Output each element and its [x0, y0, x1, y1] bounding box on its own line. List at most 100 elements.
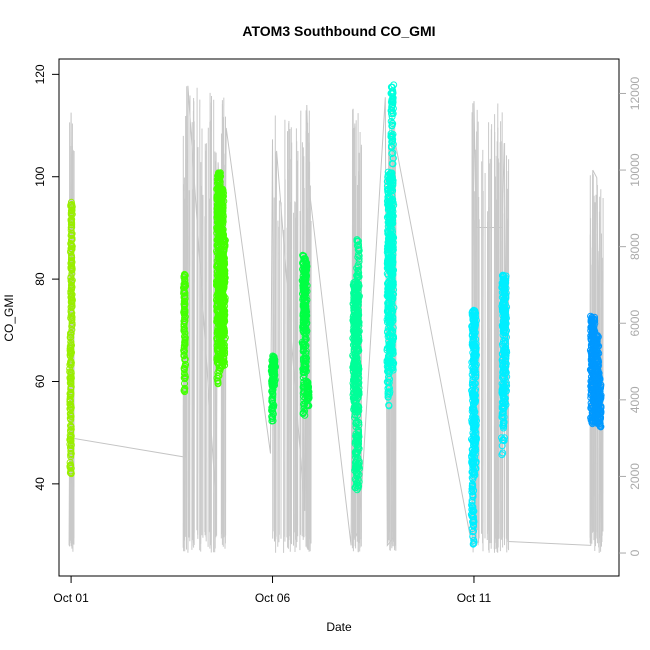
data-point: [220, 325, 228, 333]
data-point: [388, 318, 396, 325]
data-point: [301, 407, 309, 415]
data-point: [595, 349, 603, 357]
data-point: [354, 298, 362, 306]
data-point: [384, 391, 392, 399]
data-point: [471, 440, 479, 448]
data-point: [498, 451, 506, 459]
data-point: [67, 423, 75, 430]
data-point: [220, 238, 228, 246]
data-point: [589, 319, 597, 326]
data-point: [355, 336, 363, 344]
data-point: [302, 330, 310, 338]
data-point: [469, 533, 477, 540]
series-group: [180, 169, 229, 396]
data-point: [67, 216, 75, 224]
data-point: [353, 318, 361, 326]
data-point: [472, 464, 479, 472]
data-point: [181, 301, 189, 309]
data-point: [388, 160, 396, 167]
data-point: [219, 185, 227, 193]
data-point: [388, 297, 396, 305]
data-point: [388, 205, 396, 213]
data-point: [389, 239, 397, 247]
right-tick-label: 0: [628, 549, 642, 556]
data-point: [68, 309, 75, 317]
data-point: [301, 320, 309, 328]
y-tick-label: 40: [33, 477, 47, 491]
data-point: [66, 436, 74, 444]
data-point: [180, 344, 188, 352]
data-point: [180, 352, 188, 360]
data-point: [219, 287, 227, 295]
data-point: [471, 307, 479, 315]
data-point: [355, 445, 363, 453]
data-point: [593, 333, 601, 341]
data-point: [67, 413, 75, 420]
data-point: [221, 350, 229, 358]
data-point: [67, 384, 75, 391]
data-point: [388, 172, 396, 180]
data-point: [384, 384, 392, 392]
data-point: [220, 311, 228, 319]
data-point: [67, 415, 75, 423]
data-point: [270, 361, 278, 369]
data-point: [67, 450, 75, 458]
series-group: [349, 236, 363, 494]
data-point: [387, 170, 395, 178]
data-point: [389, 179, 397, 187]
data-point: [181, 341, 189, 348]
data-point: [67, 306, 75, 314]
data-point: [269, 413, 277, 421]
data-point: [355, 403, 363, 411]
data-point: [354, 291, 362, 299]
data-point: [180, 348, 188, 356]
data-point: [389, 94, 397, 102]
data-point: [219, 220, 227, 228]
data-point: [66, 462, 74, 470]
data-point: [181, 272, 189, 279]
data-point: [471, 418, 479, 426]
data-point: [221, 278, 229, 286]
data-point: [221, 268, 228, 275]
data-point: [67, 277, 75, 285]
data-point: [305, 402, 313, 410]
right-tick-label: 6000: [628, 310, 642, 337]
x-tick-label: Oct 06: [255, 591, 291, 605]
data-point: [501, 399, 509, 407]
data-point: [219, 192, 227, 200]
data-point: [502, 360, 510, 368]
data-point: [498, 434, 506, 442]
y-tick-label: 120: [33, 64, 47, 84]
data-point: [355, 419, 363, 426]
data-point: [502, 293, 510, 301]
data-point: [180, 342, 188, 350]
data-point: [593, 354, 601, 362]
data-point: [181, 281, 189, 289]
data-point: [353, 392, 361, 400]
data-point: [302, 316, 310, 323]
data-point: [221, 307, 228, 315]
y-tick-label: 80: [33, 272, 47, 286]
data-point: [354, 364, 362, 372]
data-point: [353, 354, 361, 362]
right-axis: 0 2000 4000 6000 8000 10000 12000: [619, 76, 642, 556]
series-group: [467, 271, 511, 548]
data-point: [68, 258, 76, 266]
data-point: [301, 294, 309, 302]
data-point: [388, 132, 396, 140]
data-point: [468, 502, 476, 510]
data-point: [472, 422, 479, 430]
data-point: [300, 302, 308, 310]
data-point: [220, 328, 228, 336]
data-point: [355, 433, 363, 441]
data-point: [181, 310, 188, 318]
x-tick-label: Oct 01: [53, 591, 89, 605]
data-point: [219, 204, 227, 212]
data-point: [301, 286, 309, 294]
right-tick-label: 2000: [628, 463, 642, 490]
data-point: [389, 140, 397, 148]
data-point: [388, 254, 396, 261]
data-point: [471, 380, 479, 387]
data-point: [388, 275, 396, 283]
data-point: [66, 351, 74, 359]
